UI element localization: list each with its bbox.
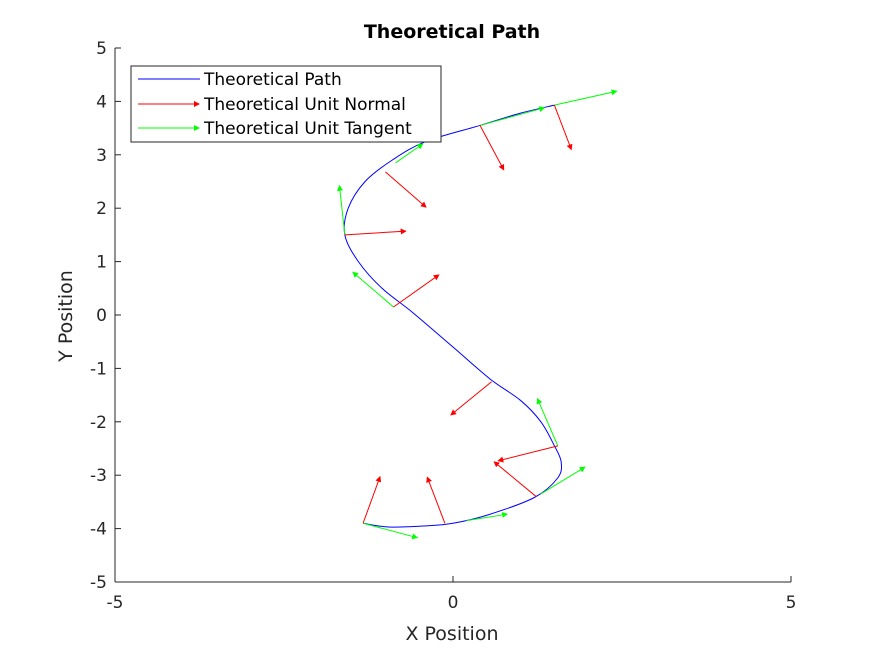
legend-path-label: Theoretical Path — [203, 70, 342, 90]
y-axis-label: Y Position — [55, 270, 77, 363]
normal-arrow — [479, 125, 505, 171]
x-tick-label: -5 — [107, 593, 124, 613]
path-series-line — [343, 104, 563, 528]
x-tick-label: 5 — [786, 593, 797, 613]
y-tick-label: -3 — [90, 466, 107, 486]
y-tick-label: -5 — [90, 573, 107, 593]
y-tick-label: 4 — [96, 92, 107, 112]
y-tick-label: -2 — [90, 413, 107, 433]
tangent-arrow — [554, 89, 618, 106]
ticks: -5 0 5 -5 -4 -3 -2 -1 0 1 2 3 4 5 — [90, 39, 796, 613]
chart-title: Theoretical Path — [364, 21, 540, 43]
normal-arrow — [553, 104, 573, 151]
normal-arrow — [493, 461, 537, 497]
normal-arrow — [450, 381, 492, 416]
y-tick-label: 5 — [96, 39, 107, 59]
legend: Theoretical Path Theoretical Unit Normal… — [130, 65, 442, 143]
normal-arrow — [426, 476, 446, 524]
tangent-arrow — [479, 106, 546, 126]
tangent-arrow — [540, 466, 586, 495]
normal-arrow — [497, 445, 558, 463]
normal-arrow — [393, 274, 440, 308]
y-tick-label: 1 — [96, 253, 107, 273]
tangent-arrow — [336, 184, 346, 235]
tangent-arrow — [352, 271, 394, 308]
series — [336, 89, 618, 540]
legend-normal-label: Theoretical Unit Normal — [203, 95, 406, 115]
x-axis-label: X Position — [405, 623, 498, 645]
normal-arrow — [362, 475, 382, 524]
normal-arrow — [385, 171, 427, 208]
x-tick-label: 0 — [448, 593, 459, 613]
y-tick-label: 2 — [96, 199, 107, 219]
normal-arrow — [344, 228, 407, 236]
y-tick-label: 3 — [96, 146, 107, 166]
y-tick-label: -1 — [90, 359, 107, 379]
y-tick-label: -4 — [90, 520, 107, 540]
tangent-arrow — [466, 511, 509, 522]
tangent-arrow — [536, 397, 559, 447]
legend-tangent-label: Theoretical Unit Tangent — [203, 119, 412, 139]
tangent-arrow — [362, 522, 419, 540]
y-tick-label: 0 — [96, 306, 107, 326]
tangent-arrow — [395, 143, 424, 164]
